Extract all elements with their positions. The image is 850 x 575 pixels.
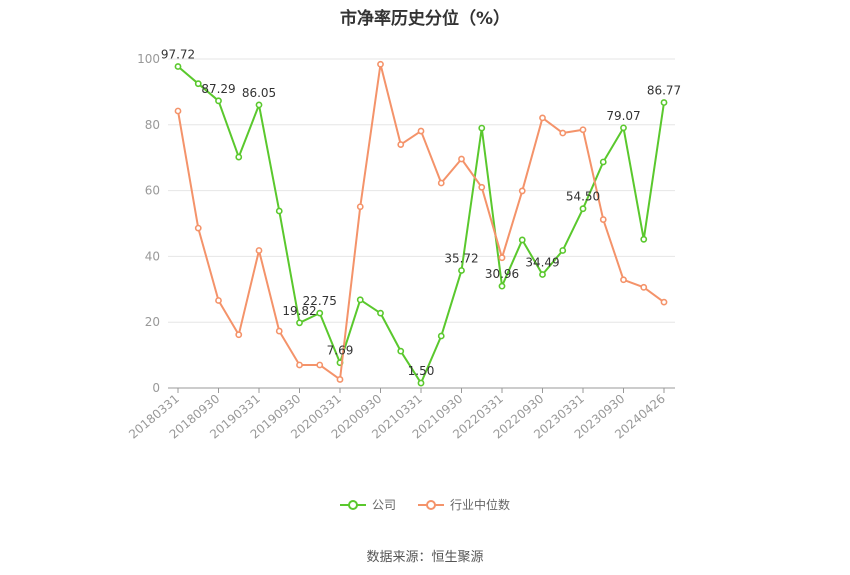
industry-median-point bbox=[518, 187, 526, 195]
industry-median-point bbox=[599, 216, 607, 223]
industry-median-point bbox=[356, 203, 364, 211]
company-data-label: 97.72 bbox=[161, 48, 195, 62]
company-data-label: 1.50 bbox=[408, 364, 435, 378]
axis-layer: 0204060801002018033120180930201903312019… bbox=[126, 52, 675, 442]
industry-median-point bbox=[478, 183, 486, 191]
company-point bbox=[417, 379, 425, 387]
industry-median-point bbox=[620, 276, 627, 284]
series-layer bbox=[174, 60, 668, 387]
company-data-label: 87.29 bbox=[201, 82, 235, 96]
company-point bbox=[356, 296, 364, 304]
company-point bbox=[275, 207, 283, 215]
industry-median-point bbox=[559, 129, 567, 137]
company-point bbox=[640, 235, 648, 243]
industry-median-point bbox=[437, 179, 445, 187]
company-point bbox=[559, 247, 567, 254]
company-data-label: 34.49 bbox=[525, 256, 559, 270]
company-data-label: 86.05 bbox=[242, 86, 276, 100]
industry-median-point bbox=[539, 114, 546, 122]
industry-median-point bbox=[377, 60, 384, 68]
company-point bbox=[458, 267, 465, 274]
chart-title: 市净率历史分位（%） bbox=[339, 9, 511, 29]
industry-median-point bbox=[660, 298, 668, 306]
company-point bbox=[478, 124, 486, 132]
industry-median-point bbox=[417, 127, 425, 135]
company-point bbox=[194, 80, 202, 88]
legend-industry-marker-icon bbox=[418, 499, 444, 510]
company-point bbox=[437, 332, 445, 340]
company-data-label: 79.07 bbox=[606, 109, 640, 123]
company-point bbox=[579, 205, 587, 213]
industry-median-point bbox=[275, 327, 283, 335]
company-data-label: 22.75 bbox=[303, 294, 337, 308]
industry-median-point bbox=[255, 247, 263, 254]
industry-median-line bbox=[177, 63, 665, 381]
company-data-label: 86.77 bbox=[647, 84, 681, 98]
company-point bbox=[599, 158, 607, 166]
industry-median-point bbox=[316, 361, 324, 369]
company-line bbox=[177, 65, 665, 385]
industry-median-point bbox=[397, 141, 405, 148]
company-point bbox=[235, 153, 243, 161]
industry-median-point bbox=[640, 283, 648, 291]
y-tick-label: 20 bbox=[145, 315, 160, 329]
legend-label-industry-median: 行业中位数 bbox=[450, 498, 511, 512]
company-data-label: 54.50 bbox=[566, 190, 600, 204]
company-data-label: 19.82 bbox=[282, 304, 316, 318]
legend: 公司 行业中位数 bbox=[0, 496, 850, 513]
industry-median-point bbox=[215, 297, 222, 304]
legend-label-company: 公司 bbox=[371, 498, 396, 512]
industry-median-point bbox=[174, 107, 182, 115]
industry-median-point bbox=[194, 224, 202, 232]
y-tick-label: 80 bbox=[145, 118, 160, 132]
legend-item-company[interactable]: 公司 bbox=[339, 496, 396, 513]
industry-median-point bbox=[498, 254, 506, 262]
company-point bbox=[397, 347, 405, 355]
company-point bbox=[316, 309, 324, 317]
industry-median-point bbox=[296, 361, 303, 369]
company-point bbox=[498, 282, 506, 290]
company-data-label: 7.69 bbox=[327, 344, 354, 358]
y-tick-label: 60 bbox=[145, 184, 160, 198]
company-point bbox=[215, 97, 222, 105]
source-note: 数据来源：恒生聚源 bbox=[366, 550, 484, 565]
company-point bbox=[620, 124, 627, 132]
industry-median-point bbox=[336, 376, 344, 383]
company-point bbox=[174, 63, 182, 70]
company-point bbox=[539, 271, 546, 278]
industry-median-point bbox=[235, 331, 243, 339]
y-tick-label: 100 bbox=[137, 52, 160, 66]
legend-item-industry-median[interactable]: 行业中位数 bbox=[418, 496, 510, 513]
industry-median-point bbox=[458, 155, 465, 163]
company-point bbox=[296, 319, 303, 327]
company-point bbox=[660, 99, 668, 106]
company-point bbox=[255, 101, 263, 109]
company-data-label: 30.96 bbox=[485, 267, 519, 281]
company-point bbox=[518, 236, 526, 244]
industry-median-point bbox=[579, 126, 587, 134]
company-point bbox=[377, 309, 384, 317]
company-data-label: 35.72 bbox=[444, 251, 478, 265]
legend-company-marker-icon bbox=[339, 499, 366, 510]
y-tick-label: 40 bbox=[145, 249, 160, 263]
y-tick-label: 0 bbox=[152, 381, 160, 395]
